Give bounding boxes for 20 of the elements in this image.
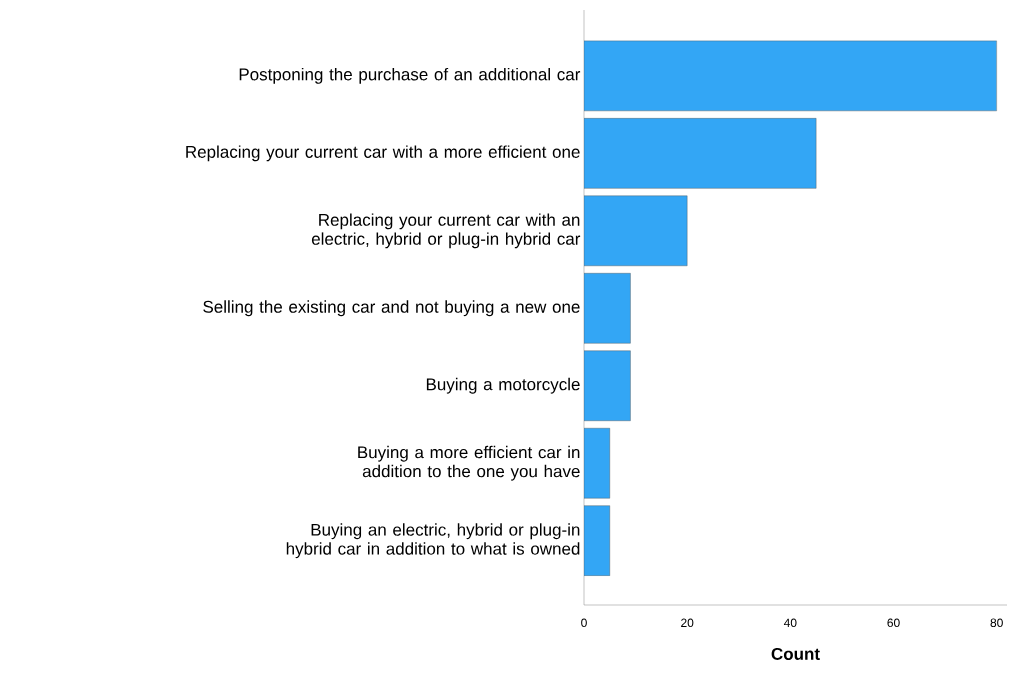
- bar: [584, 195, 688, 267]
- bar: [584, 273, 631, 344]
- x-tick-label: 20: [681, 618, 694, 628]
- bar: [584, 505, 610, 576]
- x-axis-title: Count: [771, 647, 820, 660]
- bar: [584, 350, 631, 421]
- bar: [584, 428, 610, 499]
- x-tick-label: 60: [887, 618, 900, 628]
- y-tick-label: Buying a more efficient car in addition to the one you have: [358, 445, 580, 481]
- x-tick-label: 40: [783, 618, 797, 628]
- x-tick-label: 0: [581, 618, 587, 628]
- y-tick-label: Buying an electric, hybrid or plug-in hybrid car in addition to what is owned: [286, 523, 580, 559]
- y-tick-label: Postponing the purchase of an additional car: [239, 67, 581, 84]
- y-tick-label: Replacing your current car with a more efficient one: [186, 145, 580, 162]
- y-tick-label: Selling the existing car and not buying a new one: [203, 300, 580, 317]
- y-tick-label: Replacing your current car with an electric, hybrid or plug-in hybrid car: [311, 213, 581, 249]
- bar: [584, 40, 997, 112]
- y-tick-label: Buying a motorcycle: [426, 377, 580, 394]
- bar: [584, 118, 817, 189]
- x-tick-label: 80: [990, 618, 1003, 628]
